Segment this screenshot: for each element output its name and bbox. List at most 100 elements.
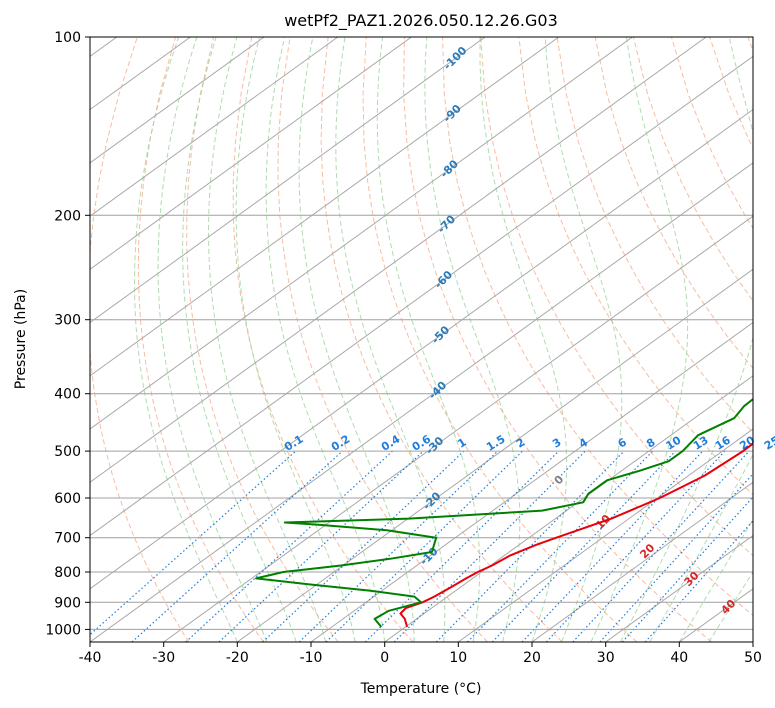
moist-adiabat [157,37,268,642]
mixing-ratio-line [298,450,499,642]
isotherm [310,321,753,642]
profiles [255,397,753,628]
isotherm [237,268,753,642]
dry-adiabat-label: -10 [417,545,440,568]
moist-adiabat [708,571,753,642]
x-tick-label: -20 [226,650,249,666]
x-axis-ticks: -40 -30 -20 -10 0 10 20 30 40 50 [79,642,762,666]
dry-adiabat-label: -40 [426,379,449,402]
moist-adiabat-label: 0 [552,472,567,487]
plot-frame [89,36,754,643]
mixing-ratio-line [621,496,753,642]
x-tick-label: 20 [523,650,541,666]
moist-adiabat [235,37,356,642]
isotherm [752,641,753,642]
mixing-ratio-label: 16 [713,433,733,452]
y-tick-label: 500 [54,444,81,460]
moist-adiabat [335,37,446,642]
y-axis-label: Pressure (hPa) [13,289,29,389]
dry-adiabat [480,37,753,557]
x-tick-label: -30 [152,650,175,666]
mixing-ratio-label: 3 [550,436,563,451]
dry-adiabat [277,37,488,642]
mixing-ratio-line [393,450,586,642]
mixing-ratio-line [435,450,625,642]
mixing-ratio-line [572,450,750,642]
dry-adiabat [556,37,753,434]
dry-adiabat [709,37,753,149]
mixing-ratio-label: 25 [762,434,775,453]
dry-adiabat [594,37,753,370]
dry-adiabat-label: -50 [429,323,452,346]
y-tick-label: 900 [54,595,81,611]
isotherm [90,37,560,377]
dry-adiabat [90,37,190,642]
dry-adiabat [362,37,638,642]
moist-adiabat [207,37,327,642]
moist-adiabat-label: 20 [637,541,657,561]
moist-adiabat [265,37,386,642]
mixing-ratio-line [185,450,393,642]
x-tick-label: -40 [79,650,102,666]
dry-adiabat [137,37,264,642]
x-tick-label: 0 [380,650,389,666]
isotherm [90,37,412,270]
isotherm [531,481,753,642]
dry-adiabat-labels: -100-90-80-70-60-50-40-30-20-10 [417,44,469,568]
mixing-ratio-label: 20 [737,433,757,452]
moist-adiabat [298,37,415,642]
y-tick-label: 100 [54,30,81,46]
moist-adiabat [544,37,623,642]
y-tick-label: 600 [54,491,81,507]
isotherm [163,215,753,642]
moist-adiabat [619,37,753,642]
dry-adiabat [403,37,713,642]
dry-adiabat-label: -70 [435,212,458,235]
isotherm [384,375,753,642]
mixing-ratio-line [364,450,560,642]
y-axis-ticks: 100 200 300 400 500 600 700 800 900 1000 [45,30,90,638]
y-tick-label: 700 [54,531,81,547]
dry-adiabat-label: -20 [420,489,443,512]
y-tick-label: 800 [54,565,81,581]
isotherm [90,37,707,483]
mixing-ratio-line [131,450,343,642]
chart-title: wetPf2_PAZ1.2026.050.12.26.G03 [284,11,558,31]
moist-adiabat [376,37,481,642]
isotherm [90,55,753,537]
x-tick-label: 40 [670,650,688,666]
moist-adiabat [133,37,238,642]
x-tick-label: 50 [744,650,762,666]
isotherm [90,37,339,217]
background-lines [90,37,753,642]
y-tick-label: 1000 [45,622,81,638]
isotherm [458,428,753,642]
isotherm [90,37,486,324]
dry-adiabat-label: -90 [441,102,464,125]
y-tick-label: 200 [54,208,81,224]
isotherm [90,162,753,642]
x-tick-label: -10 [300,650,323,666]
dewpoint-profile [255,397,753,628]
moist-adiabat [424,37,521,642]
moist-adiabat [678,518,753,642]
isotherm [605,534,753,642]
isotherm [90,37,633,430]
pressure-gridlines [90,37,753,630]
dry-adiabat-label: -100 [441,44,470,73]
mixing-ratio-line [491,450,676,642]
dry-adiabat [232,37,414,642]
moist-adiabat [649,453,753,642]
dry-adiabat [671,37,753,230]
dry-adiabat [442,37,753,617]
mixing-ratio-line [467,450,654,642]
y-tick-label: 400 [54,387,81,403]
x-axis-label: Temperature (°C) [360,681,482,697]
mixing-ratio-label: 13 [691,434,711,453]
mixing-ratio-label: 10 [664,433,684,452]
dry-adiabat [320,37,563,642]
moist-adiabat [590,37,689,642]
y-tick-label: 300 [54,313,81,329]
moist-adiabat [479,37,568,642]
mixing-ratio-label: 2 [514,436,527,451]
